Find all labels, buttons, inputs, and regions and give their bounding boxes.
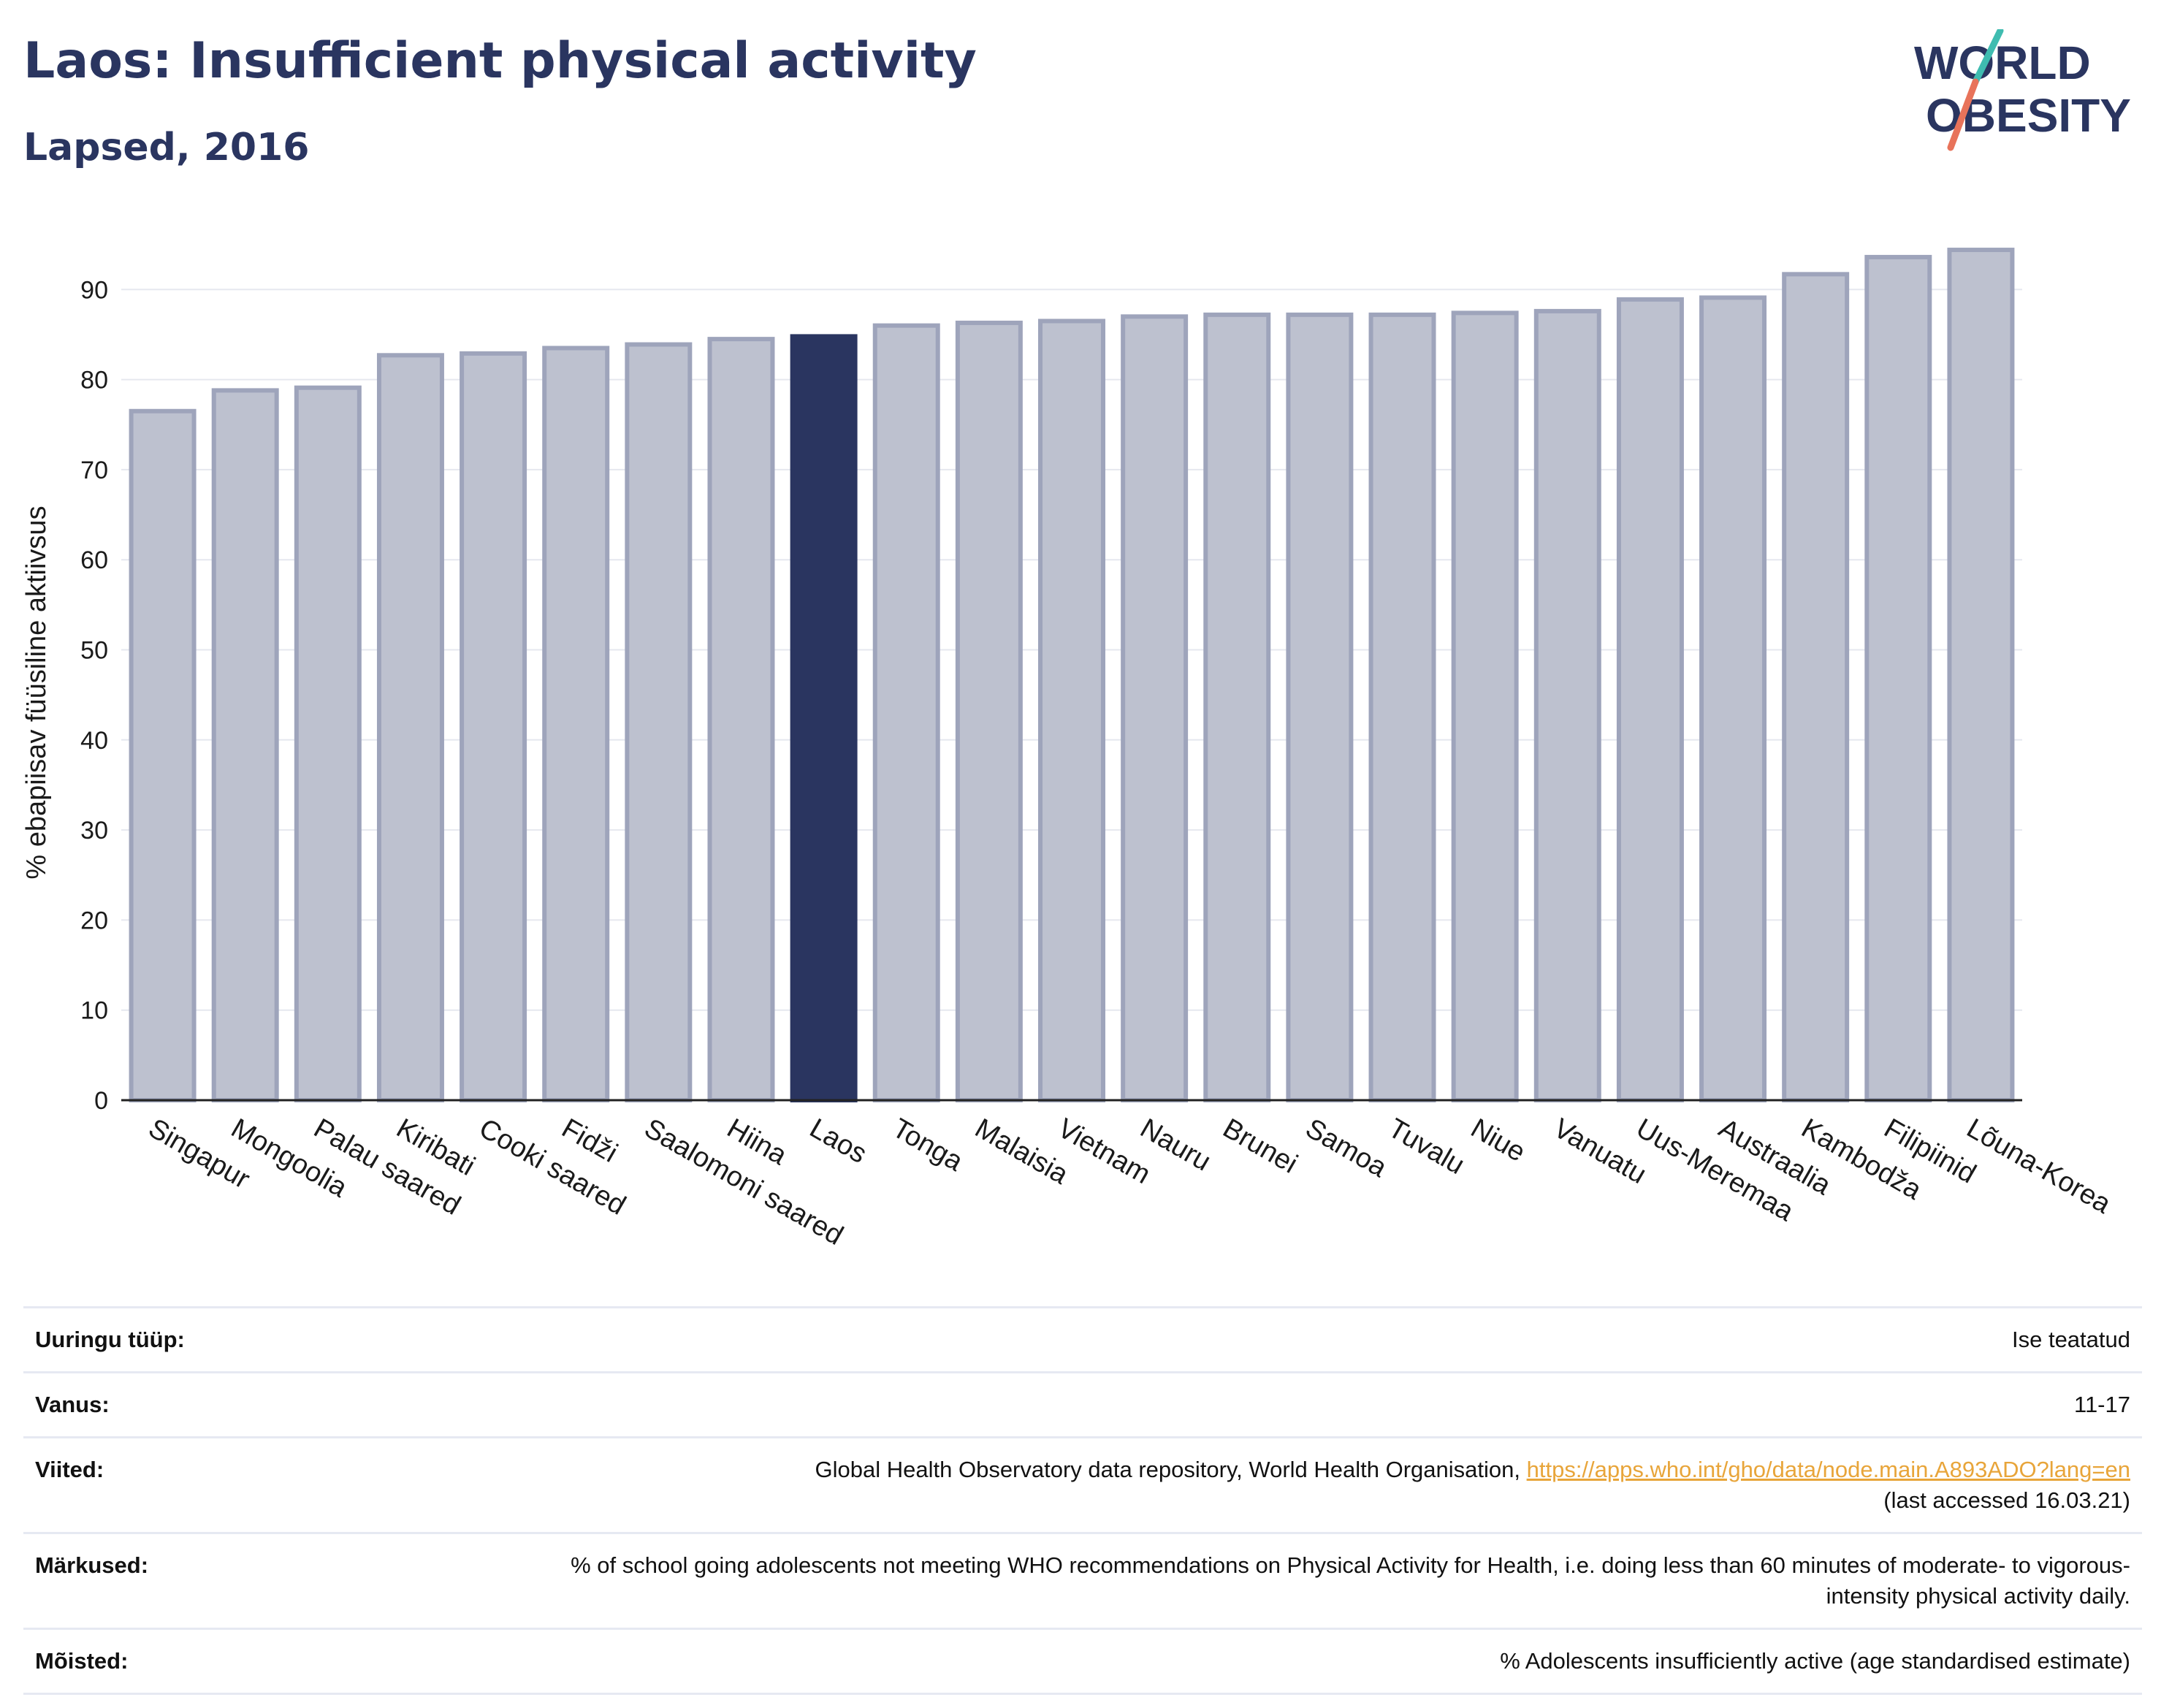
bar-uus-meremaa [1616, 297, 1684, 1102]
bar-vietnam [1038, 319, 1105, 1103]
bar-austraalia [1699, 295, 1767, 1103]
reference-accessed: (last accessed 16.03.21) [1883, 1487, 2130, 1513]
bar-vanuatu [1533, 308, 1601, 1103]
bar-chart: 0 10 20 30 40 50 60 70 80 90 SingapurMongooliaPal… [21, 248, 2116, 1251]
info-row-references: Viited: Global Health Observatory data r… [23, 1436, 2142, 1533]
logo-slash-coral [1947, 78, 1979, 151]
bar-tonga [872, 323, 940, 1102]
y-tick-label: 80 [80, 367, 108, 394]
bar-nauru [1121, 314, 1189, 1103]
x-tick-label: Vietnam [1053, 1113, 1156, 1190]
info-value: % Adolescents insufficiently active (age… [485, 1628, 2142, 1695]
y-tick-label: 50 [80, 637, 108, 665]
world-obesity-logo: WORLD OBESITY [1914, 29, 2131, 151]
y-tick-label: 90 [80, 276, 108, 304]
info-value: 11-17 [485, 1371, 2142, 1438]
x-tick-label: Tuvalu [1383, 1113, 1470, 1181]
bar-kambodža [1782, 272, 1850, 1102]
info-label: Uuringu tüüp: [23, 1306, 485, 1373]
bar-palau-saared [294, 385, 362, 1102]
info-label: Viited: [23, 1436, 485, 1533]
y-tick-label: 60 [80, 546, 108, 574]
bar-hiina [707, 337, 775, 1103]
info-row-survey-type: Uuringu tüüp: Ise teatatud [23, 1306, 2142, 1373]
y-tick-label: 0 [94, 1087, 108, 1115]
reference-text: Global Health Observatory data repositor… [815, 1457, 1527, 1482]
y-tick-labels: 0 10 20 30 40 50 60 70 80 90 [80, 276, 108, 1115]
bar-tuvalu [1368, 312, 1436, 1102]
bar-samoa [1286, 312, 1354, 1102]
bar-cooki-saared [460, 351, 527, 1102]
bar-kiribati [376, 353, 444, 1103]
bar-niue [1451, 310, 1519, 1102]
page-title: Laos: Insufficient physical activity [23, 32, 977, 90]
y-tick-label: 30 [80, 817, 108, 845]
logo-slash-teal [1972, 29, 2004, 85]
info-table: Uuringu tüüp: Ise teatatud Vanus: 11-17 … [23, 1306, 2142, 1695]
info-label: Mõisted: [23, 1628, 485, 1695]
reference-link[interactable]: https://apps.who.int/gho/data/node.main.… [1526, 1457, 2130, 1482]
logo-word-1: WORLD [1914, 37, 2091, 89]
bar-filipiinid [1864, 254, 1932, 1103]
y-tick-label: 10 [80, 997, 108, 1025]
bar-mongoolia [211, 388, 279, 1102]
bar-lõuna-korea [1947, 248, 2015, 1102]
info-row-notes: Märkused: % of school going adolescents … [23, 1532, 2142, 1629]
bar-laos [790, 334, 858, 1103]
info-row-age: Vanus: 11-17 [23, 1371, 2142, 1438]
x-tick-label: Lõuna-Korea [1962, 1113, 2116, 1220]
y-tick-label: 70 [80, 457, 108, 484]
info-label: Vanus: [23, 1371, 485, 1438]
info-value: Ise teatatud [485, 1306, 2142, 1373]
x-tick-label: Brunei [1218, 1113, 1303, 1179]
bar-malaisia [955, 320, 1023, 1102]
bar-brunei [1203, 312, 1271, 1102]
info-row-definitions: Mõisted: % Adolescents insufficiently ac… [23, 1628, 2142, 1695]
x-tick-label: Niue [1466, 1113, 1531, 1167]
bar-singapur [129, 408, 197, 1102]
x-tick-label: Samoa [1300, 1113, 1392, 1183]
bar-fidži [542, 346, 610, 1102]
bars [129, 248, 2015, 1103]
page-subtitle: Lapsed, 2016 [23, 126, 310, 169]
x-tick-label: Vanuatu [1548, 1113, 1651, 1190]
x-tick-label: Tonga [887, 1113, 968, 1178]
info-value: % of school going adolescents not meetin… [485, 1532, 2142, 1629]
bar-saalomoni-saared [625, 342, 693, 1103]
x-tick-label: Malaisia [969, 1113, 1073, 1190]
y-axis-label: % ebapiisav füüsiline aktiivsus [21, 506, 52, 879]
y-tick-label: 40 [80, 727, 108, 755]
y-tick-label: 20 [80, 907, 108, 934]
x-tick-label: Laos [804, 1113, 872, 1170]
info-label: Märkused: [23, 1532, 485, 1629]
info-value: Global Health Observatory data repositor… [485, 1436, 2142, 1533]
